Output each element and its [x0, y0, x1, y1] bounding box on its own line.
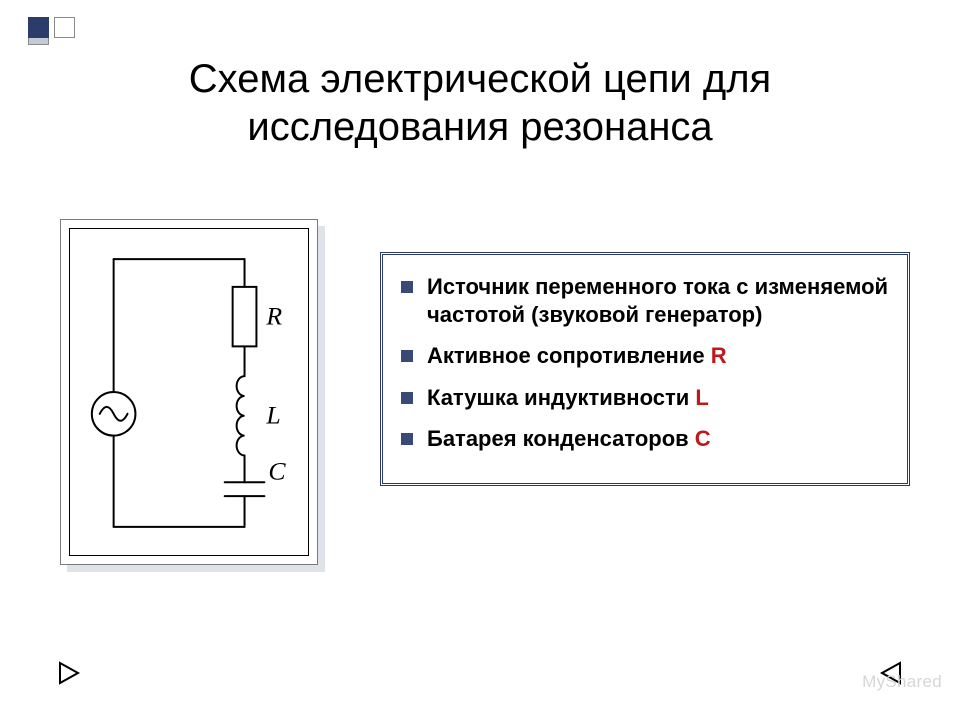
square-bullet-icon: [401, 281, 413, 293]
legend-text: Источник переменного тока с изменяемой ч…: [427, 273, 889, 328]
legend-item: Источник переменного тока с изменяемой ч…: [401, 273, 889, 328]
decor-square-3: [28, 17, 49, 38]
legend-item: Катушка индуктивности L: [401, 384, 889, 412]
decor-squares: [28, 17, 148, 45]
triangle-right-icon: [56, 660, 82, 686]
nav-next-button[interactable]: [878, 660, 904, 686]
legend-sym: C: [695, 426, 711, 451]
legend-text: Батарея конденсаторов C: [427, 425, 889, 453]
slide-title: Схема электрической цепи для исследовани…: [0, 55, 960, 151]
title-line-1: Схема электрической цепи для: [189, 57, 771, 101]
legend-text: Катушка индуктивности L: [427, 384, 889, 412]
circuit-svg: R L C: [70, 229, 308, 555]
diagram-label-l: L: [265, 401, 280, 430]
legend-label: Батарея конденсаторов: [427, 426, 695, 451]
legend-sym: L: [695, 385, 708, 410]
circuit-diagram: R L C: [69, 228, 309, 556]
slide: Схема электрической цепи для исследовани…: [0, 0, 960, 720]
legend-text: Активное сопротивление R: [427, 342, 889, 370]
legend-item: Батарея конденсаторов C: [401, 425, 889, 453]
square-bullet-icon: [401, 350, 413, 362]
legend-box: Источник переменного тока с изменяемой ч…: [380, 252, 910, 486]
square-bullet-icon: [401, 392, 413, 404]
legend-label: Источник переменного тока с изменяемой ч…: [427, 274, 888, 327]
legend-label: Активное сопротивление: [427, 343, 711, 368]
diagram-label-c: C: [268, 456, 286, 485]
nav-prev-button[interactable]: [56, 660, 82, 686]
legend-sym: R: [711, 343, 727, 368]
square-bullet-icon: [401, 433, 413, 445]
legend-item: Активное сопротивление R: [401, 342, 889, 370]
circuit-diagram-frame: R L C: [60, 219, 318, 565]
triangle-left-icon: [878, 660, 904, 686]
diagram-label-r: R: [265, 302, 282, 331]
title-line-2: исследования резонанса: [247, 105, 712, 149]
legend-label: Катушка индуктивности: [427, 385, 695, 410]
decor-square-2: [54, 17, 75, 38]
